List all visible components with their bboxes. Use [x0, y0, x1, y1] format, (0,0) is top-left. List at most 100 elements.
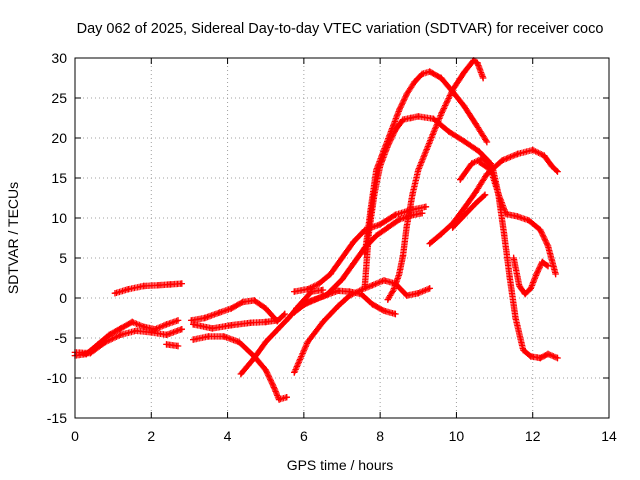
data-point: [554, 168, 561, 175]
data-point: [220, 333, 227, 340]
data-point: [438, 74, 445, 82]
data-point: [373, 232, 380, 239]
data-point: [472, 189, 479, 196]
data-point: [376, 221, 384, 228]
data-point: [403, 222, 410, 230]
data-point: [190, 336, 197, 343]
x-tick-label: 2: [147, 428, 155, 444]
x-tick-label: 10: [449, 428, 465, 444]
data-point: [275, 396, 283, 403]
data-point: [415, 113, 422, 120]
x-tick-label: 14: [601, 428, 617, 444]
data-point: [525, 217, 533, 224]
series-markers: [190, 333, 290, 403]
data-point: [319, 318, 327, 326]
y-tick-label: 10: [51, 210, 67, 226]
plot-frame: [74, 57, 610, 419]
data-point: [541, 152, 548, 159]
data-point: [438, 110, 445, 118]
series-track-14: [361, 68, 491, 258]
data-point: [129, 318, 136, 326]
data-point: [409, 190, 416, 198]
data-point: [315, 280, 323, 287]
data-point: [460, 102, 468, 110]
data-point: [346, 292, 353, 299]
data-point: [163, 321, 170, 328]
data-point: [529, 146, 536, 154]
data-point: [327, 270, 334, 278]
data-point: [274, 317, 281, 324]
y-tick-label: 0: [59, 290, 67, 306]
data-point: [262, 366, 269, 374]
data-point: [111, 290, 119, 297]
data-point: [399, 252, 407, 259]
data-point: [291, 309, 298, 316]
data-point: [514, 150, 521, 158]
series-track-1: [71, 317, 182, 359]
data-point: [521, 290, 529, 298]
y-tick-label: 30: [51, 50, 67, 66]
data-point: [539, 258, 546, 266]
series-track-7: [190, 333, 290, 403]
data-point: [430, 115, 437, 122]
data-point: [390, 286, 397, 294]
chart-title: Day 062 of 2025, Sidereal Day-to-day VTE…: [77, 21, 604, 37]
data-point: [281, 310, 288, 318]
data-point: [380, 146, 388, 154]
data-point: [426, 240, 433, 247]
data-point: [380, 307, 388, 314]
data-point: [151, 326, 159, 333]
data-point: [426, 285, 433, 292]
data-point: [516, 282, 523, 290]
data-point: [533, 270, 540, 278]
data-point: [274, 326, 281, 334]
data-point: [251, 297, 258, 304]
data-point: [457, 176, 464, 183]
data-point: [373, 166, 380, 174]
y-tick-label: 25: [51, 90, 67, 106]
data-point: [468, 160, 475, 167]
data-point: [178, 280, 185, 287]
y-axis-label: SDTVAR / TECUs: [5, 182, 21, 294]
x-tick-label: 4: [224, 428, 232, 444]
data-point: [499, 157, 506, 164]
series-track-5: [188, 297, 288, 325]
data-point: [174, 342, 182, 350]
data-point: [495, 190, 502, 198]
data-point: [479, 74, 487, 82]
data-point: [369, 301, 376, 308]
x-tick-label: 12: [525, 428, 541, 444]
data-point: [319, 286, 327, 294]
data-point: [308, 298, 315, 305]
series-track-19: [476, 158, 561, 362]
data-point: [411, 78, 418, 86]
data-point: [426, 68, 433, 75]
data-point: [262, 338, 269, 346]
y-tick-label: 15: [51, 170, 67, 186]
data-point: [140, 282, 147, 290]
data-point: [487, 166, 494, 174]
data-point: [483, 138, 491, 146]
data-point: [527, 353, 534, 360]
data-point: [537, 226, 544, 234]
data-point: [132, 327, 140, 334]
series-markers: [111, 280, 185, 297]
data-point: [178, 326, 185, 333]
data-point: [500, 230, 508, 238]
series-track-17: [449, 191, 489, 231]
series-track-3: [111, 280, 185, 297]
data-point: [117, 325, 124, 332]
data-point: [403, 292, 410, 299]
data-point: [188, 317, 195, 324]
data-point: [426, 138, 433, 146]
data-point: [304, 286, 311, 293]
data-point: [520, 346, 527, 354]
data-point: [415, 290, 422, 297]
data-point: [335, 302, 342, 310]
data-point: [396, 270, 403, 278]
data-point: [552, 270, 559, 278]
series-track-20: [510, 254, 552, 298]
data-point: [190, 321, 197, 328]
data-point: [163, 331, 170, 338]
data-point: [472, 200, 479, 207]
